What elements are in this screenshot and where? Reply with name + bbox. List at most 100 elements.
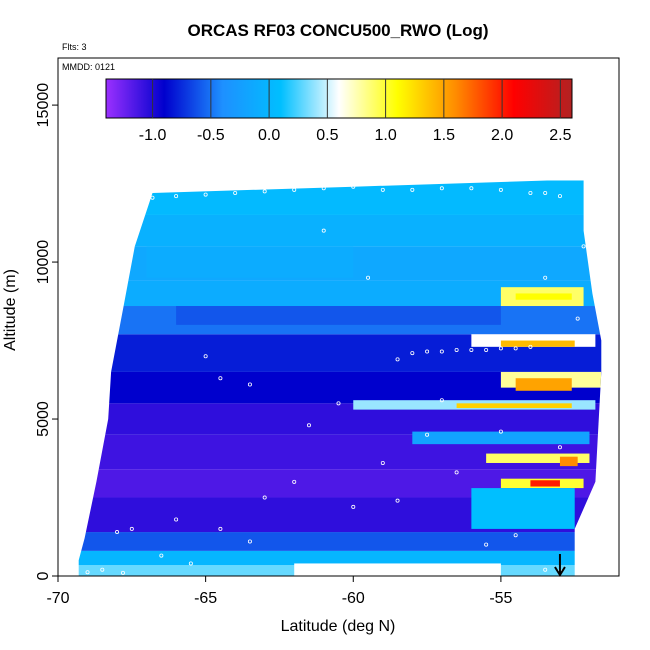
colorbar-ticks: -1.0 -0.5 0.0 0.5 1.0 1.5 2.0 2.5 (139, 79, 572, 144)
heatmap-feature (530, 480, 560, 487)
heatmap-field (78, 180, 602, 576)
track-point (454, 470, 459, 475)
track-point (262, 495, 267, 500)
track-point (439, 186, 444, 191)
track-point (159, 553, 164, 558)
x-tick-label: -60 (342, 590, 365, 607)
track-point (129, 526, 134, 531)
track-point (543, 190, 548, 195)
track-point (218, 376, 223, 381)
track-point (575, 316, 580, 321)
colorbar-tick-label: -1.0 (139, 127, 167, 144)
colorbar-tick-label: 1.0 (374, 127, 396, 144)
heatmap-feature (412, 431, 590, 445)
track-point (321, 186, 326, 191)
heatmap-feature (294, 563, 501, 576)
heatmap-layer (78, 550, 602, 566)
track-point (306, 423, 311, 428)
heatmap-layer (78, 532, 602, 551)
heatmap-feature (471, 488, 575, 529)
colorbar-gradient (105, 78, 573, 119)
colorbar-tick-label: 0.5 (316, 127, 338, 144)
track-point (174, 194, 179, 199)
plot-frame (57, 57, 620, 577)
y-tick-label: 5000 (35, 401, 52, 437)
track-point (395, 498, 400, 503)
colorbar-tick-label: 2.5 (549, 127, 571, 144)
track-point (100, 567, 105, 572)
track-point (557, 445, 562, 450)
track-point (439, 349, 444, 354)
colorbar-tick-label: 2.0 (491, 127, 513, 144)
track-point (262, 189, 267, 194)
x-axis-title: Latitude (deg N) (281, 618, 396, 635)
colorbar-tick-label: -0.5 (197, 127, 225, 144)
track-point (174, 517, 179, 522)
track-point (115, 530, 120, 535)
track-point (498, 429, 503, 434)
heatmap-layer (78, 214, 602, 247)
y-axis: 0 5000 10000 15000 (35, 83, 58, 580)
track-point (292, 479, 297, 484)
y-axis-title: Altitude (m) (2, 269, 19, 351)
track-point (498, 187, 503, 192)
track-point (410, 351, 415, 356)
chart-title: ORCAS RF03 CONCU500_RWO (Log) (188, 21, 489, 40)
x-tick-label: -70 (46, 590, 69, 607)
heatmap-feature (486, 453, 590, 463)
track-point (85, 570, 90, 575)
track-point (484, 542, 489, 547)
track-point (233, 190, 238, 195)
heatmap-feature (456, 403, 572, 409)
track-point (543, 567, 548, 572)
flights-note: Flts: 3 (62, 42, 87, 52)
track-point (351, 504, 356, 509)
track-point (469, 186, 474, 191)
track-point (543, 275, 548, 280)
heatmap-feature (146, 246, 354, 278)
x-tick-label: -65 (194, 590, 217, 607)
track-point (439, 398, 444, 403)
track-point (321, 228, 326, 233)
colorbar-tick-label: 0.0 (258, 127, 280, 144)
track-point (469, 347, 474, 352)
track-point (513, 533, 518, 538)
track-point (366, 275, 371, 280)
heatmap-feature (515, 378, 572, 391)
track-point (454, 347, 459, 352)
track-point (336, 401, 341, 406)
y-tick-label: 10000 (35, 240, 52, 285)
track-point (498, 346, 503, 351)
x-tick-label: -55 (489, 590, 512, 607)
track-point (203, 192, 208, 197)
track-point (395, 357, 400, 362)
arrow-head (554, 566, 566, 577)
y-tick-label: 0 (35, 571, 52, 580)
heatmap-feature (559, 456, 578, 467)
date-note: MMDD: 0121 (62, 62, 115, 72)
track-point (247, 382, 252, 387)
track-point (380, 460, 385, 465)
track-point (218, 526, 223, 531)
track-point (188, 561, 193, 566)
track-point (351, 184, 356, 189)
track-point (581, 244, 586, 249)
heatmap-feature (515, 293, 572, 300)
heatmap-feature (176, 306, 501, 325)
track-point (587, 209, 592, 214)
track-point (528, 344, 533, 349)
track-point (425, 432, 430, 437)
y-tick-label: 15000 (35, 83, 52, 128)
track-point (150, 195, 155, 200)
track-point (410, 187, 415, 192)
track-point (292, 187, 297, 192)
track-point (528, 190, 533, 195)
track-point (247, 539, 252, 544)
flight-track (85, 184, 592, 575)
track-point (425, 349, 430, 354)
x-axis: -70 -65 -60 -55 (46, 576, 513, 607)
track-point (484, 347, 489, 352)
track-point (513, 346, 518, 351)
track-point (120, 570, 125, 575)
